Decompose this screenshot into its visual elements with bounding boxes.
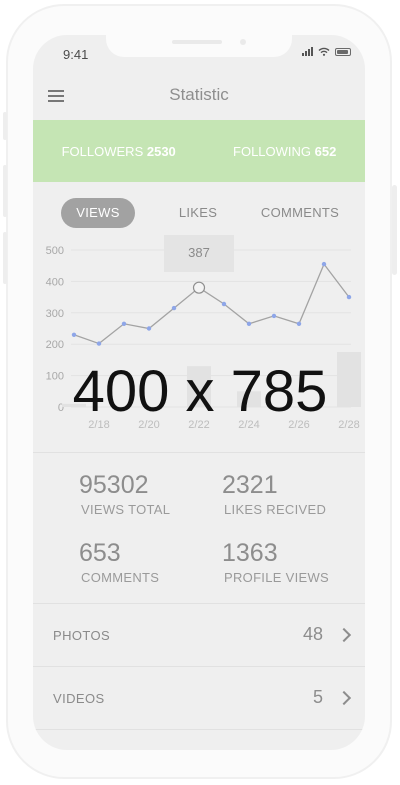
stat-label: LIKES RECIVED bbox=[224, 502, 327, 517]
data-point bbox=[271, 313, 277, 319]
list-item-label: VIDEOS bbox=[53, 691, 105, 706]
data-point bbox=[121, 321, 127, 326]
views-line-chart: 0 100 200 300 400 500 387 2/18 2/20 2/22 2/24 2/26 2… bbox=[46, 235, 361, 431]
side-button-left-3 bbox=[3, 232, 7, 284]
bar bbox=[187, 366, 211, 407]
followers-stat[interactable]: FOLLOWERS 2530 bbox=[62, 144, 176, 159]
stat-label: PROFILE VIEWS bbox=[224, 570, 330, 585]
stat-profile-views: 1363 PROFILE VIEWS bbox=[222, 540, 329, 585]
follow-banner: FOLLOWERS 2530 FOLLOWING 652 bbox=[33, 120, 365, 182]
x-tick-label: 2/18 bbox=[88, 419, 109, 431]
stat-views-total: 95302 VIEWS TOTAL bbox=[79, 472, 170, 517]
page-title: Statistic bbox=[169, 85, 229, 104]
data-point bbox=[171, 305, 177, 311]
highlighted-data-point bbox=[192, 281, 206, 294]
divider bbox=[33, 452, 365, 453]
x-tick-label: 2/26 bbox=[288, 419, 309, 431]
data-point bbox=[321, 261, 327, 267]
list-item-photos[interactable]: PHOTOS 48 bbox=[33, 604, 365, 666]
status-icons bbox=[302, 47, 351, 56]
data-point bbox=[346, 294, 352, 300]
data-point bbox=[96, 341, 102, 346]
series-line bbox=[73, 262, 350, 345]
list-item-count: 48 bbox=[302, 624, 323, 644]
stat-tabs: VIEWS LIKES COMMENTS bbox=[33, 198, 365, 228]
x-tick-label: 2/24 bbox=[238, 419, 259, 431]
data-point bbox=[221, 301, 227, 307]
following-stat[interactable]: FOLLOWING 652 bbox=[233, 144, 336, 159]
y-tick-label: 200 bbox=[46, 339, 64, 351]
speaker bbox=[172, 40, 222, 44]
data-point bbox=[246, 321, 252, 326]
highlight-label-box bbox=[164, 235, 234, 272]
stat-value: 2321 bbox=[222, 471, 278, 499]
y-tick-label: 400 bbox=[46, 276, 64, 288]
list-item-count: 5 bbox=[312, 687, 323, 707]
stat-label: VIEWS TOTAL bbox=[81, 502, 171, 517]
following-label: FOLLOWING bbox=[233, 143, 312, 159]
hamburger-icon[interactable] bbox=[48, 90, 64, 102]
data-point bbox=[296, 321, 302, 326]
y-tick-label: 0 bbox=[58, 402, 64, 414]
bar bbox=[62, 403, 86, 407]
y-tick-label: 300 bbox=[46, 308, 64, 320]
signal-icon bbox=[302, 47, 313, 56]
front-camera bbox=[240, 39, 246, 45]
stat-value: 95302 bbox=[79, 471, 149, 499]
app-header: Statistic bbox=[33, 73, 365, 119]
followers-value: 2530 bbox=[146, 143, 176, 159]
chevron-right-icon bbox=[336, 690, 352, 706]
tab-comments[interactable]: COMMENTS bbox=[260, 205, 340, 220]
stat-value: 653 bbox=[79, 539, 121, 567]
side-button-left-1 bbox=[3, 112, 7, 140]
stat-likes-received: 2321 LIKES RECIVED bbox=[222, 472, 326, 517]
stat-label: COMMENTS bbox=[81, 570, 160, 585]
notch bbox=[106, 35, 292, 57]
tab-likes[interactable]: LIKES bbox=[178, 205, 218, 220]
highlight-value-label: 387 bbox=[188, 245, 210, 260]
data-point bbox=[71, 332, 77, 337]
bar bbox=[337, 352, 361, 407]
list-item-label: PHOTOS bbox=[53, 628, 111, 643]
followers-label: FOLLOWERS bbox=[61, 143, 144, 159]
bar bbox=[237, 391, 261, 407]
divider bbox=[33, 729, 365, 730]
x-tick-label: 2/28 bbox=[338, 419, 359, 431]
divider bbox=[33, 666, 365, 667]
x-tick-label: 2/22 bbox=[188, 419, 209, 431]
stat-value: 1363 bbox=[222, 539, 278, 567]
data-point bbox=[146, 326, 152, 331]
divider bbox=[33, 603, 365, 604]
side-button-left-2 bbox=[3, 165, 7, 217]
tab-views[interactable]: VIEWS bbox=[61, 198, 135, 228]
wifi-icon bbox=[318, 47, 330, 56]
side-button-right bbox=[392, 185, 397, 275]
x-tick-label: 2/20 bbox=[138, 419, 159, 431]
list-item-videos[interactable]: VIDEOS 5 bbox=[33, 667, 365, 729]
stat-comments: 653 COMMENTS bbox=[79, 540, 159, 585]
battery-icon bbox=[335, 47, 351, 56]
app-screen: 9:41 Statistic FOLLOWERS 2530 FOLLOWING … bbox=[33, 35, 365, 750]
following-value: 652 bbox=[314, 143, 337, 159]
chevron-right-icon bbox=[336, 627, 352, 643]
status-time: 9:41 bbox=[63, 47, 89, 62]
y-tick-label: 500 bbox=[46, 245, 64, 257]
y-tick-label: 100 bbox=[46, 371, 64, 383]
